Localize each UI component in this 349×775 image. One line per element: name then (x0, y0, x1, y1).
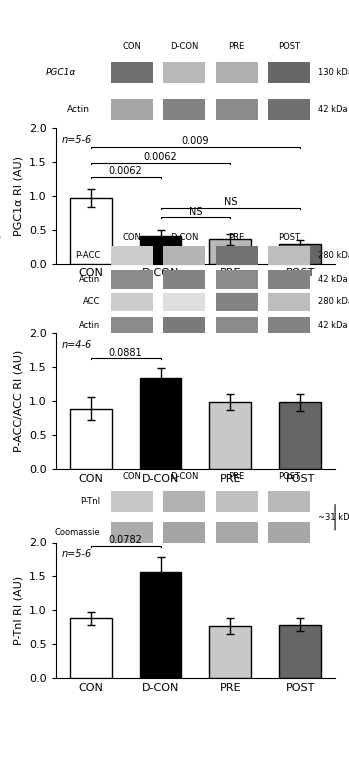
Text: 0.0782: 0.0782 (109, 536, 143, 546)
Bar (216, 270, 258, 289)
Text: n=4-6: n=4-6 (61, 340, 92, 350)
Bar (279, 244, 321, 264)
Bar (163, 270, 205, 289)
Bar (111, 292, 153, 311)
Text: 280 kDa: 280 kDa (318, 298, 349, 306)
Text: P-TnI: P-TnI (80, 498, 101, 506)
Bar (163, 292, 205, 311)
Bar (140, 236, 181, 264)
Text: POST: POST (278, 233, 300, 243)
Bar (111, 491, 153, 512)
Text: CON: CON (122, 42, 141, 50)
Text: PRE: PRE (229, 42, 245, 50)
Y-axis label: PGC1α RI (AU): PGC1α RI (AU) (14, 156, 23, 236)
Text: POST: POST (278, 42, 300, 50)
Text: CON: CON (122, 472, 141, 481)
Text: Actin: Actin (67, 105, 90, 114)
Bar (70, 198, 112, 264)
Text: 0.0881: 0.0881 (109, 348, 142, 357)
Text: Actin: Actin (79, 322, 101, 330)
Bar (111, 99, 153, 120)
Text: PRE: PRE (229, 472, 245, 481)
Bar (140, 572, 181, 678)
Text: PRE: PRE (229, 233, 245, 243)
Text: Coomassie: Coomassie (55, 529, 101, 537)
Bar (111, 270, 153, 289)
Bar (268, 292, 310, 311)
Bar (140, 378, 181, 469)
Bar (111, 62, 153, 83)
Bar (268, 270, 310, 289)
Bar (279, 402, 321, 469)
Bar (216, 522, 258, 543)
Bar (70, 618, 112, 678)
Text: 0.0062: 0.0062 (109, 166, 142, 176)
Bar (216, 62, 258, 83)
Text: NS: NS (189, 207, 202, 217)
Text: D-CON: D-CON (170, 472, 199, 481)
Bar (216, 491, 258, 512)
Bar (163, 99, 205, 120)
Bar (216, 292, 258, 311)
Y-axis label: P-TnI RI (AU): P-TnI RI (AU) (14, 576, 23, 645)
Bar (279, 625, 321, 678)
Bar (163, 246, 205, 264)
Bar (268, 522, 310, 543)
Bar (111, 246, 153, 264)
Bar (268, 99, 310, 120)
Bar (216, 99, 258, 120)
Bar (209, 626, 251, 678)
Text: PGC1α: PGC1α (46, 68, 76, 78)
Bar (268, 491, 310, 512)
Text: D-CON: D-CON (170, 42, 199, 50)
Bar (268, 246, 310, 264)
Text: n=5-6: n=5-6 (61, 549, 92, 560)
Bar (268, 62, 310, 83)
Text: 42 kDa: 42 kDa (318, 275, 348, 284)
Text: 42 kDa: 42 kDa (318, 322, 348, 330)
Bar (111, 522, 153, 543)
Y-axis label: P-ACC/ACC RI (AU): P-ACC/ACC RI (AU) (14, 350, 23, 452)
Text: 280 kDa: 280 kDa (318, 251, 349, 260)
Text: ACC: ACC (83, 298, 101, 306)
Bar (216, 246, 258, 264)
Bar (209, 239, 251, 264)
Bar (216, 317, 258, 336)
Bar (268, 317, 310, 336)
Text: n=5-6: n=5-6 (61, 135, 92, 145)
Text: D-CON: D-CON (170, 233, 199, 243)
Bar (163, 522, 205, 543)
Bar (163, 491, 205, 512)
Text: ~31 kDa: ~31 kDa (318, 513, 349, 522)
Bar (111, 317, 153, 336)
Text: 130 kDa: 130 kDa (318, 68, 349, 78)
Text: CON: CON (122, 233, 141, 243)
Bar (70, 408, 112, 469)
Bar (163, 62, 205, 83)
Text: 42 kDa: 42 kDa (318, 105, 348, 114)
Text: 0.0062: 0.0062 (144, 153, 177, 163)
Bar (209, 401, 251, 469)
Text: 0.009: 0.009 (182, 136, 209, 146)
Bar (163, 317, 205, 336)
Text: Actin: Actin (79, 275, 101, 284)
Text: POST: POST (278, 472, 300, 481)
Text: NS: NS (224, 197, 237, 207)
Text: P-ACC: P-ACC (75, 251, 101, 260)
